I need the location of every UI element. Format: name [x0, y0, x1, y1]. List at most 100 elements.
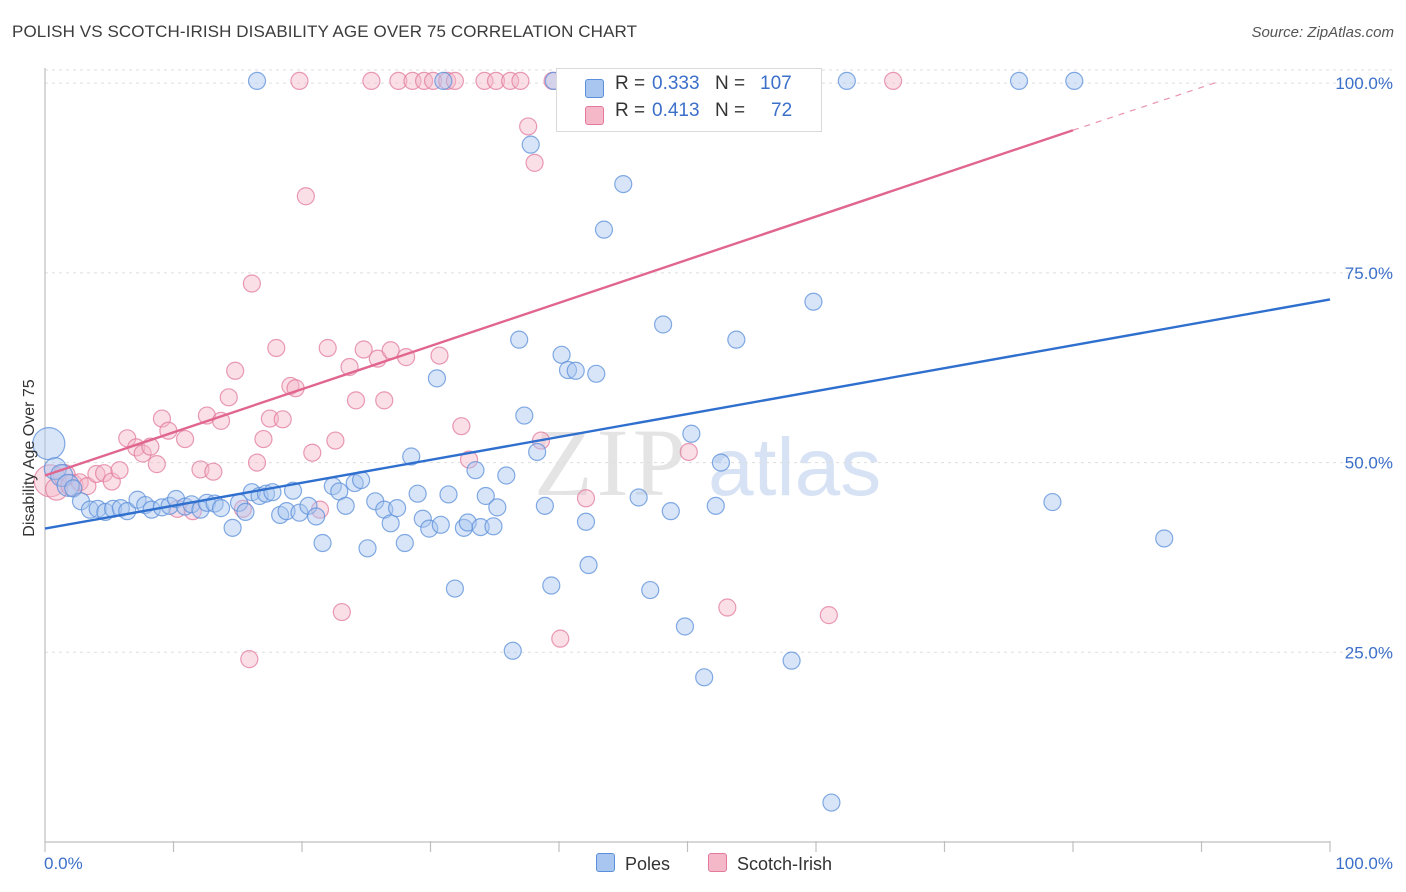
scotch-irish-point [362, 71, 381, 91]
scotch-irish-point [525, 153, 544, 172]
poles-point [706, 496, 725, 515]
poles-point [211, 499, 231, 518]
poles-point [381, 514, 400, 533]
legend-item-poles: Poles [596, 853, 670, 875]
poles-point [358, 539, 377, 558]
scotch-irish-point [819, 606, 838, 625]
grid-lines [45, 69, 1395, 653]
poles-point [653, 315, 673, 334]
poles-point [566, 361, 585, 380]
scotch-irish-point [175, 429, 195, 449]
scotch-irish-point [459, 450, 479, 469]
poles-point [488, 498, 507, 517]
poles-point [503, 641, 522, 660]
poles-point [427, 369, 447, 388]
scotch-irish-point [718, 598, 737, 617]
poles-point [837, 71, 856, 91]
scotch-irish-point [375, 391, 394, 410]
n-key: N = [715, 73, 746, 94]
scotch-irish-point [326, 431, 345, 450]
trend-lines [44, 80, 1331, 530]
scotch-irish-point [438, 71, 457, 91]
poles-point [408, 484, 427, 503]
r-value: 0.333 [652, 73, 700, 94]
scotch-irish-point [332, 602, 351, 622]
scotch-irish-point [87, 464, 106, 484]
poles-point [420, 519, 439, 538]
poles-point [413, 509, 432, 528]
poles-point [542, 576, 561, 595]
chart-title: POLISH VS SCOTCH-IRISH DISABILITY AGE OV… [12, 22, 638, 41]
scotch-irish-trend-extension [1072, 80, 1221, 131]
scotch-irish-trend-line [44, 129, 1074, 477]
r-value: 0.413 [652, 100, 700, 121]
scotch-irish-point [318, 338, 337, 358]
scotch-irish-point [430, 346, 449, 365]
poles-point [535, 496, 554, 515]
scotch-irish-point [486, 71, 506, 91]
poles-point [804, 292, 823, 311]
scotch-irish-point [242, 274, 261, 293]
poles-point [711, 453, 731, 472]
scotch-irish-point [290, 71, 309, 91]
poles-point [395, 533, 414, 553]
poles-point [521, 135, 540, 154]
stats-row-poles: R = 0.333 N = 107 [557, 73, 821, 100]
poles-point [471, 517, 490, 537]
poles-swatch [585, 79, 604, 98]
n-value: 107 [760, 73, 792, 94]
poles-point [476, 486, 495, 506]
poles-point [497, 466, 516, 485]
poles-point [1043, 492, 1062, 512]
poles-point [1155, 529, 1174, 548]
scotch-irish-point [204, 462, 223, 481]
scotch-irish-point [247, 453, 267, 472]
poles-point [307, 507, 326, 526]
scotch-irish-point [551, 629, 570, 648]
poles-point [431, 515, 450, 534]
poles-point [80, 500, 100, 519]
scotch-irish-legend-swatch [708, 853, 727, 872]
poles-legend-swatch [596, 853, 615, 872]
poles-point [1065, 71, 1084, 91]
poles-trend-line [44, 298, 1331, 530]
poles-point [558, 360, 578, 380]
scotch-irish-point [267, 338, 286, 358]
poles-point [528, 442, 547, 462]
watermark-atlas: atlas [708, 422, 881, 513]
tick-labels: 25.0% 50.0% 75.0% 100.0% 0.0% 100.0% [44, 74, 1393, 873]
scotch-irish-point [679, 442, 698, 462]
poles-point [515, 406, 534, 425]
scotch-irish-point [389, 71, 408, 91]
scotch-irish-swatch [585, 106, 604, 125]
poles-point [445, 579, 465, 598]
scotch-irish-point [501, 71, 520, 91]
poles-point [682, 424, 701, 443]
poles-point [313, 533, 332, 553]
y-tick-label: 50.0% [1345, 454, 1393, 473]
poles-point [576, 512, 596, 531]
poles-legend-label: Poles [625, 854, 671, 874]
scotch-irish-point [273, 410, 292, 429]
x-tick-label: 100.0% [1335, 854, 1393, 873]
poles-point [641, 580, 660, 600]
scotch-irish-point [254, 429, 273, 449]
legend-item-scotch-irish: Scotch-Irish [708, 853, 832, 875]
poles-point [695, 668, 714, 687]
scotch-irish-point [511, 71, 530, 91]
stats-legend: R = 0.333 N = 107 R = 0.413 N = 72 [556, 68, 822, 132]
poles-point [782, 651, 801, 670]
poles-point [283, 481, 303, 500]
poles-point [466, 461, 485, 480]
poles-point [727, 330, 746, 349]
axes [44, 68, 1331, 852]
y-axis-label: Disability Age Over 75 [21, 379, 38, 537]
poles-point [675, 617, 695, 636]
scotch-irish-point [296, 187, 315, 206]
poles-point [629, 488, 648, 507]
r-key: R = [615, 100, 646, 121]
poles-point [587, 364, 606, 383]
n-value: 72 [771, 100, 793, 121]
poles-point [510, 330, 529, 349]
scotch-irish-point [226, 361, 245, 380]
